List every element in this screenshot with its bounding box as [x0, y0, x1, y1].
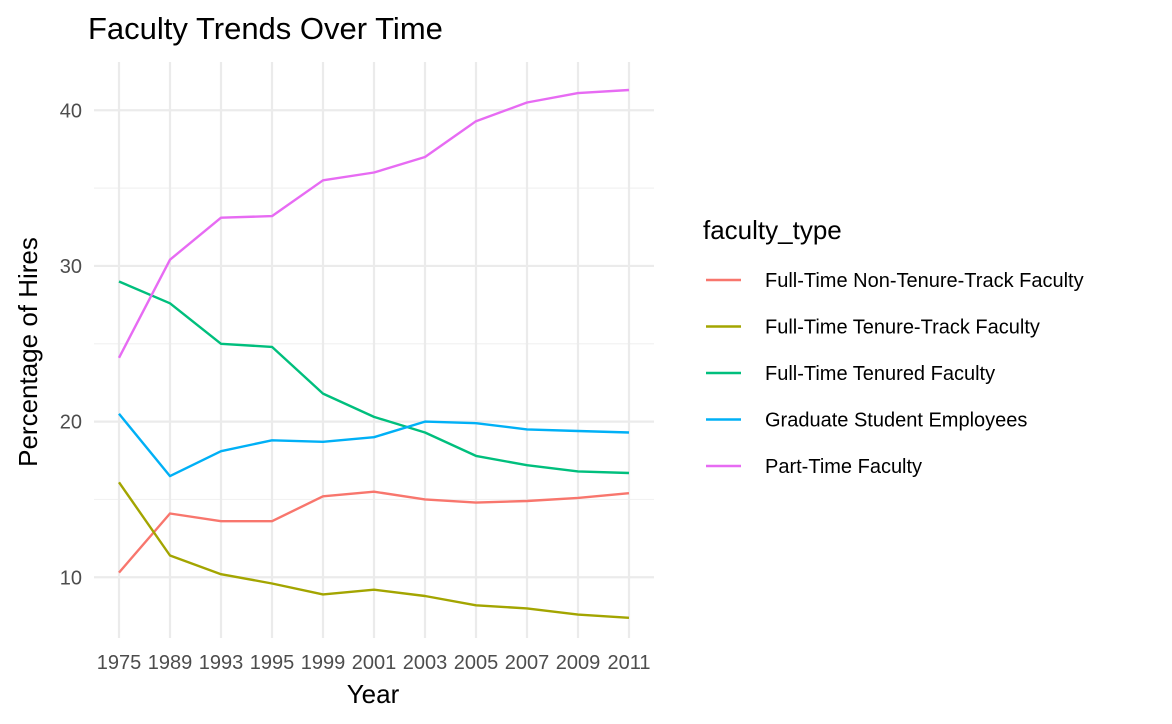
series-lines [117, 88, 630, 619]
y-tick-label: 40 [60, 100, 82, 122]
legend-label: Full-Time Tenured Faculty [765, 363, 995, 385]
legend-label: Full-Time Non-Tenure-Track Faculty [765, 270, 1084, 292]
legend-items: Full-Time Non-Tenure-Track Faculty Full-T… [706, 270, 1084, 478]
x-tick-label: 2007 [505, 652, 550, 674]
series-line [118, 280, 630, 475]
legend-label: Full-Time Tenure-Track Faculty [765, 317, 1040, 339]
x-tick-label: 1993 [199, 652, 244, 674]
legend-label: Part-Time Faculty [765, 456, 922, 478]
x-tick-label: 2003 [403, 652, 448, 674]
series-line [118, 481, 630, 619]
x-axis-title: Year [347, 679, 400, 709]
x-tick-label: 2011 [607, 652, 650, 674]
chart-title: Faculty Trends Over Time [88, 11, 443, 46]
x-tick-label: 2005 [454, 652, 499, 674]
legend-label: Graduate Student Employees [765, 410, 1027, 432]
x-tick-label: 2009 [556, 652, 601, 674]
series-line [118, 490, 630, 574]
y-tick-label: 20 [60, 412, 82, 434]
legend: faculty_type Full-Time Non-Tenure-Track … [703, 215, 1084, 478]
major-gridlines [94, 62, 654, 638]
plot-panel [94, 62, 654, 638]
x-tick-label: 1999 [301, 652, 346, 674]
legend-title: faculty_type [703, 215, 842, 245]
y-axis-title: Percentage of Hires [13, 237, 43, 467]
y-axis-ticks: 10 20 30 40 [60, 100, 82, 589]
x-tick-label: 1975 [97, 652, 142, 674]
x-tick-label: 2001 [352, 652, 397, 674]
series-line [118, 413, 630, 478]
y-tick-label: 10 [60, 567, 82, 589]
series-line [117, 88, 630, 359]
x-axis-ticks: 1975 1989 1993 1995 1999 2001 2003 2005 2007 2009… [97, 652, 651, 674]
x-tick-label: 1995 [250, 652, 295, 674]
y-tick-label: 30 [60, 256, 82, 278]
x-tick-label: 1989 [148, 652, 193, 674]
